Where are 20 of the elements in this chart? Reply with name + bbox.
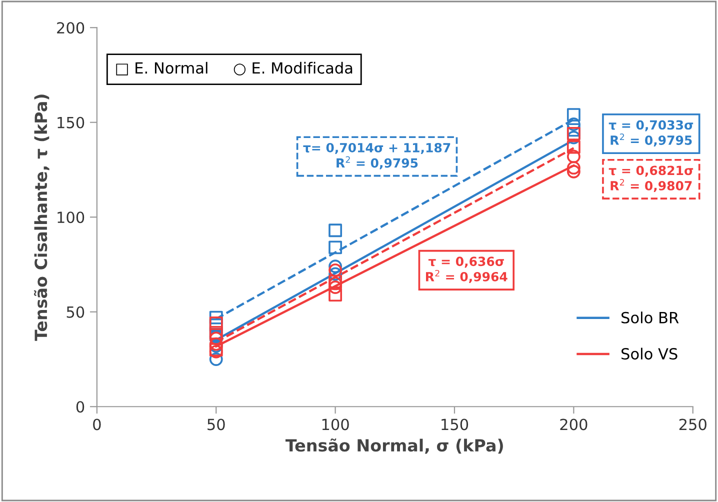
y-tick-label: 0 [76,401,84,413]
x-tick-label: 250 [679,418,706,430]
x-tick-label: 100 [322,418,349,430]
y-tick-label: 100 [58,212,84,224]
annotation: τ = 0,636σ R$^{2}$ = 0,9964 [426,256,508,283]
x-tick-label: 200 [560,418,588,430]
legend-label: Solo BR [622,312,679,324]
y-tick-label: 50 [66,306,84,318]
annotation: τ = 0,7033σ R$^{2}$ = 0,9795 [608,120,694,147]
x-tick-label: 50 [208,418,225,430]
x-tick-label: 150 [442,418,468,430]
y-tick-label: 150 [58,116,84,128]
annotation: τ = 0,6821σ R$^{2}$ = 0,9807 [608,166,694,192]
annotation: τ= 0,7014σ + 11,187 R$^{2}$ = 0,9795 [303,142,450,170]
annotation: □ E. Normal ○ E. Modificada [116,62,352,76]
y-tick-label: 200 [57,22,84,34]
y-axis-title: Tensão Cisalhante, τ (kPa) [34,94,50,341]
x-axis-title: Tensão Normal, σ (kPa) [286,438,503,454]
legend-label: Solo VS [622,348,678,360]
x-tick-label: 0 [93,418,101,430]
